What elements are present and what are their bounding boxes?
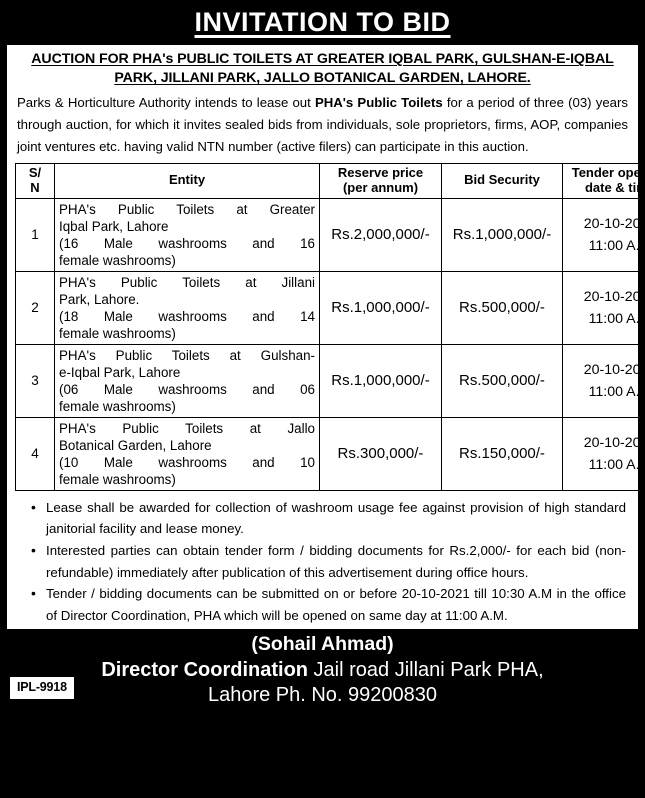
entity-line: (18 Male washrooms and 14 bbox=[59, 308, 315, 325]
cell-reserve-price: Rs.1,000,000/- bbox=[320, 271, 442, 344]
tender-time: 11:00 A.M bbox=[567, 454, 645, 476]
cell-bid-security: Rs.150,000/- bbox=[442, 417, 563, 490]
cell-entity: PHA's Public Toilets at Gulshan- e-Iqbal… bbox=[55, 344, 320, 417]
table-header-row: S/ N Entity Reserve price (per annum) Bi… bbox=[16, 163, 645, 198]
reserve-line1: Reserve price bbox=[338, 165, 423, 180]
table-row: 4 PHA's Public Toilets at Jallo Botanica… bbox=[16, 417, 645, 490]
entity-line: e-Iqbal Park, Lahore bbox=[59, 364, 315, 381]
tender-time: 11:00 A.M bbox=[567, 235, 645, 257]
cell-bid-security: Rs.500,000/- bbox=[442, 344, 563, 417]
list-item: Authority can reject all proposals or ma… bbox=[29, 712, 626, 755]
entity-line: female washrooms) bbox=[59, 471, 315, 488]
entity-line: Iqbal Park, Lahore bbox=[59, 218, 315, 235]
entity-line: PHA's Public Toilets at Jallo bbox=[59, 420, 315, 437]
cell-tender-opening: 20-10-2021 11:00 A.M bbox=[563, 198, 645, 271]
tender-date: 20-10-2021 bbox=[567, 359, 645, 381]
cell-entity: PHA's Public Toilets at Jillani Park, La… bbox=[55, 271, 320, 344]
tender-line2: date & time bbox=[585, 180, 645, 195]
cell-serial: 1 bbox=[16, 198, 55, 271]
column-header-tender-opening: Tender opening date & time bbox=[563, 163, 645, 198]
sn-line2: N bbox=[30, 180, 39, 195]
cell-serial: 2 bbox=[16, 271, 55, 344]
footer: (Sohail Ahmad) Director Coordination Jai… bbox=[0, 630, 645, 708]
tender-date: 20-10-2021 bbox=[567, 213, 645, 235]
cell-serial: 4 bbox=[16, 417, 55, 490]
cell-tender-opening: 20-10-2021 11:00 A.M bbox=[563, 417, 645, 490]
tender-time: 11:00 A.M bbox=[567, 381, 645, 403]
cell-reserve-price: Rs.300,000/- bbox=[320, 417, 442, 490]
signatory-address-line1: Jail road Jillani Park PHA, bbox=[308, 659, 544, 681]
column-header-entity: Entity bbox=[55, 163, 320, 198]
table-row: 1 PHA's Public Toilets at Greater Iqbal … bbox=[16, 198, 645, 271]
cell-bid-security: Rs.500,000/- bbox=[442, 271, 563, 344]
intro-part1: Parks & Horticulture Authority intends t… bbox=[17, 95, 315, 110]
table-header: S/ N Entity Reserve price (per annum) Bi… bbox=[16, 163, 645, 198]
advertisement: INVITATION TO BID AUCTION FOR PHA's PUBL… bbox=[0, 0, 645, 708]
column-header-serial: S/ N bbox=[16, 163, 55, 198]
cell-reserve-price: Rs.1,000,000/- bbox=[320, 344, 442, 417]
cell-tender-opening: 20-10-2021 11:00 A.M bbox=[563, 344, 645, 417]
table-row: 2 PHA's Public Toilets at Jillani Park, … bbox=[16, 271, 645, 344]
signatory-name: (Sohail Ahmad) bbox=[0, 632, 645, 656]
auction-headline: AUCTION FOR PHA's PUBLIC TOILETS AT GREA… bbox=[15, 50, 630, 88]
list-item: Lease shall be awarded for collection of… bbox=[29, 497, 626, 540]
reserve-line2: (per annum) bbox=[343, 180, 418, 195]
tender-date: 20-10-2021 bbox=[567, 432, 645, 454]
entity-line: Park, Lahore. bbox=[59, 291, 315, 308]
entity-line: PHA's Public Toilets at Greater bbox=[59, 201, 315, 218]
entity-line: (16 Male washrooms and 16 bbox=[59, 235, 315, 252]
entity-line: PHA's Public Toilets at Jillani bbox=[59, 274, 315, 291]
entity-line: female washrooms) bbox=[59, 325, 315, 342]
tender-line1: Tender opening bbox=[572, 165, 645, 180]
list-item: Tender / bidding documents can be submit… bbox=[29, 583, 626, 626]
entity-line: female washrooms) bbox=[59, 252, 315, 269]
list-item: Any information or detail in this regard… bbox=[29, 755, 626, 798]
bid-table: S/ N Entity Reserve price (per annum) Bi… bbox=[15, 163, 645, 491]
cell-bid-security: Rs.1,000,000/- bbox=[442, 198, 563, 271]
tender-date: 20-10-2021 bbox=[567, 286, 645, 308]
tender-time: 11:00 A.M bbox=[567, 308, 645, 330]
cell-entity: PHA's Public Toilets at Jallo Botanical … bbox=[55, 417, 320, 490]
table-body: 1 PHA's Public Toilets at Greater Iqbal … bbox=[16, 198, 645, 490]
cell-tender-opening: 20-10-2021 11:00 A.M bbox=[563, 271, 645, 344]
entity-line: PHA's Public Toilets at Gulshan- bbox=[59, 347, 315, 364]
entity-line: Botanical Garden, Lahore bbox=[59, 437, 315, 454]
cell-reserve-price: Rs.2,000,000/- bbox=[320, 198, 442, 271]
sn-line1: S/ bbox=[29, 165, 41, 180]
signatory-designation-line: Director Coordination Jail road Jillani … bbox=[0, 657, 645, 683]
entity-line: (06 Male washrooms and 06 bbox=[59, 381, 315, 398]
cell-serial: 3 bbox=[16, 344, 55, 417]
entity-line: female washrooms) bbox=[59, 398, 315, 415]
reference-code: IPL-9918 bbox=[10, 677, 74, 699]
content-panel: AUCTION FOR PHA's PUBLIC TOILETS AT GREA… bbox=[6, 44, 639, 630]
cell-entity: PHA's Public Toilets at Greater Iqbal Pa… bbox=[55, 198, 320, 271]
table-row: 3 PHA's Public Toilets at Gulshan- e-Iqb… bbox=[16, 344, 645, 417]
signatory-address-line2: Lahore Ph. No. 99200830 bbox=[0, 683, 645, 708]
column-header-bid-security: Bid Security bbox=[442, 163, 563, 198]
entity-line: (10 Male washrooms and 10 bbox=[59, 454, 315, 471]
intro-paragraph: Parks & Horticulture Authority intends t… bbox=[17, 92, 628, 157]
column-header-reserve-price: Reserve price (per annum) bbox=[320, 163, 442, 198]
signatory-designation: Director Coordination bbox=[101, 659, 308, 681]
intro-bold: PHA's Public Toilets bbox=[315, 95, 443, 110]
page-title: INVITATION TO BID bbox=[195, 9, 451, 36]
title-band: INVITATION TO BID bbox=[0, 0, 645, 44]
list-item: Interested parties can obtain tender for… bbox=[29, 540, 626, 583]
